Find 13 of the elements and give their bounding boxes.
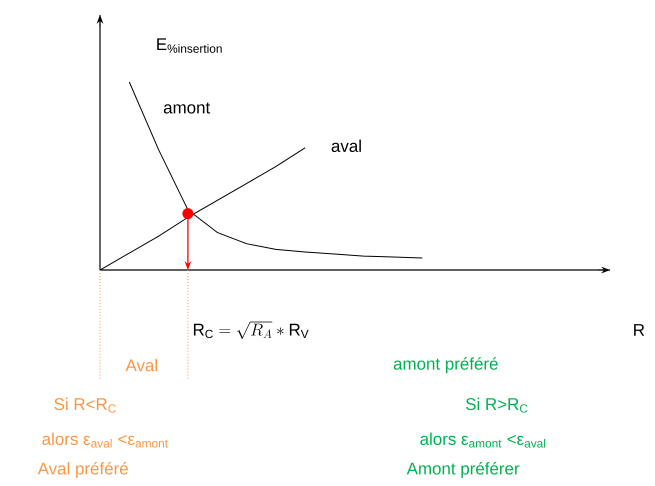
text: Amont préférer xyxy=(406,462,520,478)
text: Si R<R$_{C}$ xyxy=(54,398,116,413)
text: Aval préféré xyxy=(38,462,128,478)
series-label: aval xyxy=(332,140,361,152)
text: Si R>R$_{C}$ xyxy=(466,398,528,413)
text: Aval xyxy=(126,358,158,372)
text: alors ε$_{aval}$ <ε$_{amont}$ xyxy=(42,432,168,448)
text: amont préféré xyxy=(394,357,498,374)
text: R xyxy=(634,324,644,336)
text: alors ε$_{amont}$ <ε$_{aval}$ xyxy=(420,432,546,448)
y-axis-title: $\mathrm{E}_{\mathrm{\%insertion}}$ xyxy=(157,38,222,53)
series-label: amont xyxy=(164,102,210,114)
text: $\mathrm{R}_{\mathrm{C}} = \sqrt{R_{A}} * \mathrm{R}_{\mathrm{V}}$ xyxy=(194,322,309,339)
